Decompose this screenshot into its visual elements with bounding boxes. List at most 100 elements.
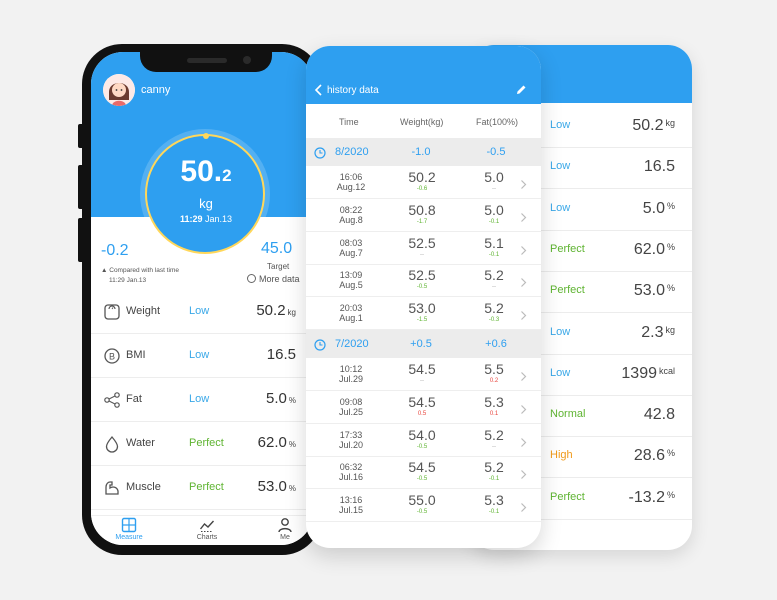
row-weight: 53.0 [408,300,436,317]
history-row[interactable]: 08:22 Aug.8 50.8 -1.7 5.0 -0.1 [306,199,541,232]
back-row-unit: kcal [658,365,675,376]
row-clock: 16:06 [339,172,363,182]
metrics-list: Weight Low 50.2 kg B BMI Low 16.5 Fat Low 5.0% Wate… [91,290,313,515]
nav-measure[interactable]: Measure [99,516,159,545]
month-fat-change: +0.6 [485,338,507,350]
metric-label: Muscle [126,481,161,493]
back-row-number: 1399 [621,364,657,382]
row-fat: 5.0 [484,201,504,218]
metric-label: Water [126,437,155,449]
back-card-row: Low 5.0% [470,190,692,231]
back-row-number: 42.8 [643,406,675,424]
back-row-status: Low [550,325,571,338]
more-data-link[interactable]: More data [247,274,300,284]
row-weight: 54.5 [408,361,436,377]
month-group-header[interactable]: 8/2020 -1.0 -0.5 [306,138,541,166]
metric-unit: % [288,484,296,493]
history-row[interactable]: 16:06 Aug.12 50.2 -0.6 5.0 -- [306,166,541,199]
metric-status: Low [189,305,210,317]
history-row[interactable]: 09:08 Jul.25 54.5 0.5 5.3 0.1 [306,391,541,424]
month-weight-change: -1.0 [411,146,431,158]
row-clock: 08:03 [339,237,363,248]
row-time: 13:16 Jul.15 [332,495,370,515]
back-row-number: 16.5 [643,158,675,176]
metric-number: 16.5 [266,346,296,363]
row-weight-delta: -0.5 [416,476,428,483]
username: canny [141,84,171,96]
row-time: 06:32 Jul.16 [332,462,370,482]
history-header [306,46,541,104]
history-card: history data Time Weight(kg) Fat(100%) 8… [306,46,541,548]
metric-row-weight[interactable]: Weight Low 50.2 kg [91,290,313,334]
history-row[interactable]: 13:16 Jul.15 55.0 -0.5 5.3 -0.1 [306,489,541,523]
row-weight: 52.5 [408,234,436,251]
history-row[interactable]: 10:12 Jul.29 54.5 -- 5.5 0.2 [306,358,541,391]
nav-charts[interactable]: Charts [177,516,237,545]
weight-scale-icon [103,303,121,321]
row-clock: 13:16 [339,495,363,506]
back-card-row: Low 50.2 kg [470,107,692,148]
row-weight: 54.5 [408,459,436,476]
row-fat-delta: -0.1 [488,509,500,516]
row-fat: 5.2 [484,426,504,443]
phone-side-button [78,124,84,148]
history-row[interactable]: 20:03 Aug.1 53.0 -1.5 5.2 -0.3 [306,297,541,331]
back-row-number: 5.0 [642,199,665,217]
row-fat: 5.3 [484,393,504,410]
metric-status: Perfect [189,437,224,449]
month-label: 7/2020 [335,338,369,350]
row-weight: 54.5 [408,393,436,410]
phone-screen: canny 50.2 kg 11:29 Jan.13 -0.2 ▲ Compar… [91,52,313,545]
back-card-row: Perfect 62.0% [470,231,692,272]
row-clock: 09:08 [339,396,363,407]
weight-gauge-ring[interactable] [145,134,265,254]
water-drop-icon [103,435,121,453]
nav-label: Me [280,534,290,541]
history-row[interactable]: 08:03 Aug.7 52.5 -- 5.1 -0.1 [306,232,541,265]
col-weight: Weight(kg) [400,117,444,127]
metric-label: Fat [126,393,142,405]
row-date: Aug.5 [339,280,363,291]
chevron-right-icon [520,210,527,222]
clock-icon [314,338,326,351]
more-data-label: More data [259,274,300,284]
current-weight-decimal: 2 [222,166,232,185]
back-row-value: 2.3 kg [641,324,675,342]
back-row-number: -13.2 [628,488,665,506]
chevron-right-icon [520,308,527,321]
back-row-status: Normal [550,408,586,421]
row-fat: 5.2 [484,300,504,317]
nav-me[interactable]: Me [255,516,313,545]
metric-row-water[interactable]: Water Perfect 62.0% [91,422,313,466]
metric-number: 62.0 [257,434,287,451]
history-row[interactable]: 13:09 Aug.5 52.5 -0.5 5.2 -- [306,264,541,298]
back-row-unit: % [666,448,675,459]
row-fat: 5.0 [484,169,504,185]
metric-row-bmi[interactable]: B BMI Low 16.5 [91,334,313,378]
metric-row-muscle[interactable]: Muscle Perfect 53.0% [91,466,313,510]
avatar[interactable] [103,74,135,106]
back-row-value: -13.2% [629,489,675,507]
back-chevron-icon[interactable] [314,83,324,97]
row-fat: 5.2 [484,267,504,284]
metric-row-fat[interactable]: Fat Low 5.0% [91,378,313,422]
nav-label: Charts [196,534,218,541]
row-weight-delta: 0.5 [417,410,427,417]
row-time: 17:33 Jul.20 [332,430,370,450]
month-group-header[interactable]: 7/2020 +0.5 +0.6 [306,330,541,358]
row-fat: 5.1 [484,234,504,251]
row-fat-delta: -- [492,443,496,450]
row-time: 08:03 Aug.7 [332,238,370,258]
back-row-number: 53.0 [633,282,665,300]
month-label: 8/2020 [335,146,369,158]
row-fat-delta: -0.1 [488,251,500,258]
back-row-value: 1399 kcal [621,365,675,383]
avatar-illustration-icon [103,74,135,106]
row-date: Jul.15 [338,505,364,516]
history-row[interactable]: 06:32 Jul.16 54.5 -0.5 5.2 -0.1 [306,456,541,490]
row-fat-delta: -- [492,284,496,291]
edit-pencil-icon[interactable] [514,83,528,97]
row-fat: 5.3 [484,492,504,509]
history-row[interactable]: 17:33 Jul.20 54.0 -0.5 5.2 -- [306,424,541,457]
back-row-unit: kg [665,324,675,335]
